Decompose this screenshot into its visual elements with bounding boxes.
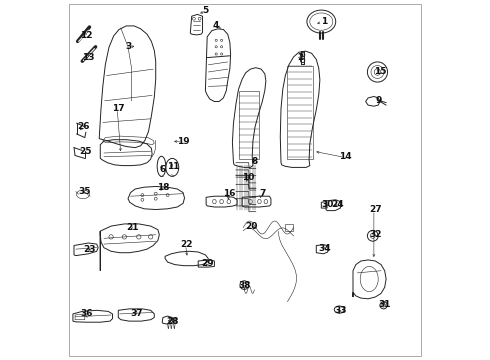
Text: 1: 1	[321, 17, 327, 26]
Text: 15: 15	[374, 68, 386, 77]
Text: 7: 7	[259, 189, 266, 198]
Text: 16: 16	[222, 189, 235, 198]
Text: 22: 22	[180, 240, 193, 248]
Text: 28: 28	[166, 317, 178, 325]
Text: 14: 14	[340, 152, 352, 161]
Text: 3: 3	[125, 42, 131, 51]
Text: 21: 21	[126, 223, 139, 232]
Text: 25: 25	[80, 148, 92, 156]
Text: 2: 2	[298, 53, 304, 62]
Text: 12: 12	[80, 31, 92, 40]
Text: 17: 17	[112, 104, 124, 112]
Text: 8: 8	[252, 157, 258, 166]
Text: 18: 18	[157, 183, 169, 192]
Text: 6: 6	[160, 165, 166, 174]
Text: 27: 27	[369, 205, 382, 214]
Text: 38: 38	[239, 281, 251, 289]
Text: 23: 23	[83, 245, 96, 253]
Text: 31: 31	[378, 300, 391, 309]
Text: 26: 26	[77, 122, 90, 131]
Text: 13: 13	[82, 53, 95, 62]
Text: 10: 10	[242, 173, 254, 181]
Text: 32: 32	[369, 230, 382, 239]
Text: 11: 11	[167, 162, 179, 171]
Text: 37: 37	[130, 309, 143, 318]
Text: 20: 20	[245, 222, 258, 231]
Text: 19: 19	[177, 136, 190, 145]
Text: 29: 29	[201, 259, 214, 268]
Text: 34: 34	[318, 244, 331, 253]
Text: 35: 35	[78, 187, 91, 196]
Text: 4: 4	[213, 21, 220, 30]
Text: 30: 30	[321, 200, 333, 209]
Text: 24: 24	[332, 200, 344, 209]
Text: 5: 5	[202, 5, 209, 14]
Text: 9: 9	[375, 96, 381, 105]
Text: 36: 36	[80, 309, 93, 318]
Text: 33: 33	[334, 306, 346, 315]
